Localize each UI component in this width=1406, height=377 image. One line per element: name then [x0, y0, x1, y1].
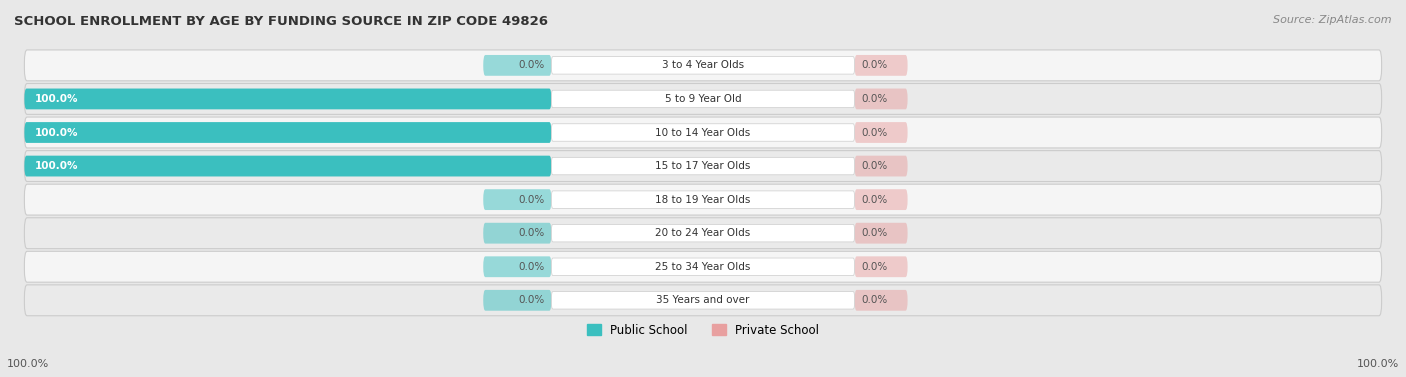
Text: 0.0%: 0.0%: [862, 195, 887, 205]
FancyBboxPatch shape: [551, 258, 855, 276]
FancyBboxPatch shape: [551, 90, 855, 108]
Text: 100.0%: 100.0%: [7, 359, 49, 369]
Text: 0.0%: 0.0%: [519, 195, 544, 205]
FancyBboxPatch shape: [484, 223, 551, 244]
Text: 0.0%: 0.0%: [862, 127, 887, 138]
FancyBboxPatch shape: [855, 290, 908, 311]
Text: 0.0%: 0.0%: [862, 228, 887, 238]
Text: 3 to 4 Year Olds: 3 to 4 Year Olds: [662, 60, 744, 70]
FancyBboxPatch shape: [551, 124, 855, 141]
FancyBboxPatch shape: [855, 256, 908, 277]
Text: 10 to 14 Year Olds: 10 to 14 Year Olds: [655, 127, 751, 138]
FancyBboxPatch shape: [24, 184, 1382, 215]
FancyBboxPatch shape: [24, 117, 1382, 148]
Text: 35 Years and over: 35 Years and over: [657, 295, 749, 305]
FancyBboxPatch shape: [855, 89, 908, 109]
FancyBboxPatch shape: [855, 122, 908, 143]
FancyBboxPatch shape: [551, 191, 855, 208]
Text: 100.0%: 100.0%: [1357, 359, 1399, 369]
Text: 0.0%: 0.0%: [862, 295, 887, 305]
FancyBboxPatch shape: [24, 89, 551, 109]
Legend: Public School, Private School: Public School, Private School: [586, 323, 820, 337]
Text: 0.0%: 0.0%: [862, 60, 887, 70]
Text: 100.0%: 100.0%: [35, 94, 79, 104]
Text: 5 to 9 Year Old: 5 to 9 Year Old: [665, 94, 741, 104]
FancyBboxPatch shape: [551, 157, 855, 175]
Text: 0.0%: 0.0%: [519, 228, 544, 238]
FancyBboxPatch shape: [24, 156, 551, 176]
Text: 0.0%: 0.0%: [519, 60, 544, 70]
FancyBboxPatch shape: [551, 224, 855, 242]
FancyBboxPatch shape: [24, 83, 1382, 114]
FancyBboxPatch shape: [484, 290, 551, 311]
FancyBboxPatch shape: [484, 256, 551, 277]
Text: 0.0%: 0.0%: [862, 262, 887, 272]
Text: 100.0%: 100.0%: [35, 161, 79, 171]
FancyBboxPatch shape: [855, 55, 908, 76]
FancyBboxPatch shape: [24, 122, 551, 143]
FancyBboxPatch shape: [24, 50, 1382, 81]
FancyBboxPatch shape: [24, 285, 1382, 316]
Text: SCHOOL ENROLLMENT BY AGE BY FUNDING SOURCE IN ZIP CODE 49826: SCHOOL ENROLLMENT BY AGE BY FUNDING SOUR…: [14, 15, 548, 28]
FancyBboxPatch shape: [24, 251, 1382, 282]
Text: 15 to 17 Year Olds: 15 to 17 Year Olds: [655, 161, 751, 171]
FancyBboxPatch shape: [855, 223, 908, 244]
Text: 0.0%: 0.0%: [862, 161, 887, 171]
FancyBboxPatch shape: [24, 218, 1382, 248]
Text: Source: ZipAtlas.com: Source: ZipAtlas.com: [1274, 15, 1392, 25]
Text: 100.0%: 100.0%: [35, 127, 79, 138]
Text: 18 to 19 Year Olds: 18 to 19 Year Olds: [655, 195, 751, 205]
FancyBboxPatch shape: [855, 156, 908, 176]
Text: 0.0%: 0.0%: [862, 94, 887, 104]
FancyBboxPatch shape: [484, 189, 551, 210]
FancyBboxPatch shape: [855, 189, 908, 210]
Text: 0.0%: 0.0%: [519, 295, 544, 305]
FancyBboxPatch shape: [484, 55, 551, 76]
FancyBboxPatch shape: [24, 151, 1382, 181]
Text: 0.0%: 0.0%: [519, 262, 544, 272]
Text: 20 to 24 Year Olds: 20 to 24 Year Olds: [655, 228, 751, 238]
Text: 25 to 34 Year Olds: 25 to 34 Year Olds: [655, 262, 751, 272]
FancyBboxPatch shape: [551, 291, 855, 309]
FancyBboxPatch shape: [551, 57, 855, 74]
